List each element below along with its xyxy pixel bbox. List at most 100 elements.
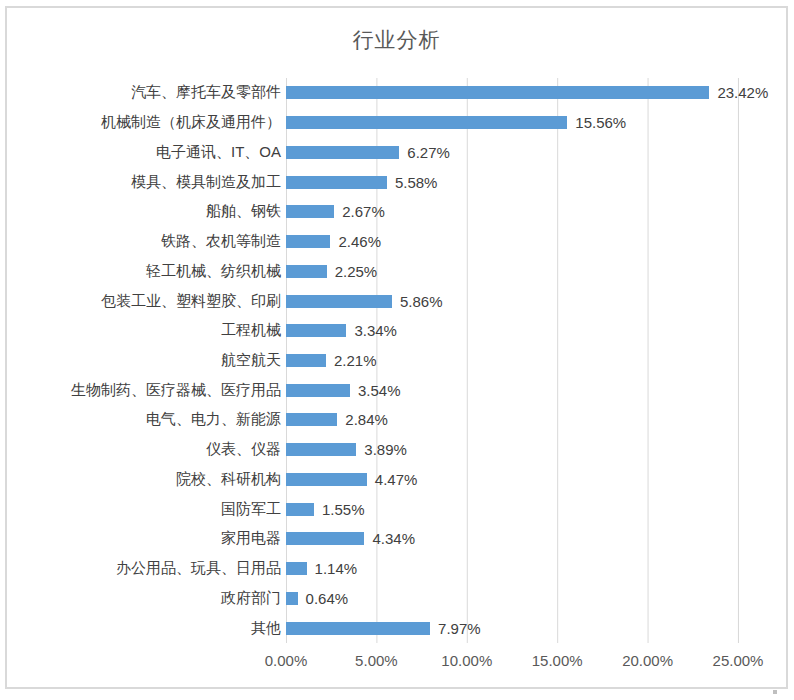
category-row: 其他 xyxy=(7,613,281,643)
category-label: 院校、科研机构 xyxy=(176,470,281,489)
category-label: 电气、电力、新能源 xyxy=(146,410,281,429)
bar-row: 2.84% xyxy=(286,405,738,435)
category-label: 家用电器 xyxy=(221,529,281,548)
bar-row: 5.86% xyxy=(286,286,738,316)
category-label: 铁路、农机等制造 xyxy=(161,232,281,251)
bar xyxy=(286,532,364,545)
bar-row: 1.14% xyxy=(286,554,738,584)
category-row: 工程机械 xyxy=(7,316,281,346)
bar-row: 15.56% xyxy=(286,108,738,138)
bar xyxy=(286,354,326,367)
x-axis-tick-label: 15.00% xyxy=(532,652,583,669)
chart-title: 行业分析 xyxy=(7,26,786,54)
bar xyxy=(286,146,399,159)
category-label: 其他 xyxy=(251,619,281,638)
category-row: 船舶、钢铁 xyxy=(7,197,281,227)
chart-area: 行业分析 汽车、摩托车及零部件机械制造（机床及通用件） 电子通讯、IT、OA 模具、… xyxy=(5,6,788,689)
bar-row: 2.67% xyxy=(286,197,738,227)
category-label: 生物制药、医疗器械、医疗用品 xyxy=(71,381,281,400)
category-label: 电子通讯、IT、OA xyxy=(156,143,281,162)
category-row: 汽车、摩托车及零部件 xyxy=(7,78,281,108)
category-row: 电子通讯、IT、OA xyxy=(7,137,281,167)
value-label: 0.64% xyxy=(306,590,349,607)
x-axis-tick-label: 5.00% xyxy=(355,652,398,669)
bar-row: 5.58% xyxy=(286,167,738,197)
bar-row: 3.89% xyxy=(286,435,738,465)
x-axis-tick-label: 20.00% xyxy=(622,652,673,669)
bar-row: 4.34% xyxy=(286,524,738,554)
bar xyxy=(286,116,567,129)
value-label: 2.25% xyxy=(335,263,378,280)
value-label: 3.89% xyxy=(364,441,407,458)
bar-row: 1.55% xyxy=(286,494,738,524)
category-row: 仪表、仪器 xyxy=(7,435,281,465)
bar-row: 3.54% xyxy=(286,375,738,405)
value-label: 5.58% xyxy=(395,174,438,191)
value-label: 2.67% xyxy=(342,203,385,220)
bar-row: 3.34% xyxy=(286,316,738,346)
category-row: 航空航天 xyxy=(7,346,281,376)
category-label: 机械制造（机床及通用件） xyxy=(101,113,281,132)
value-label: 4.47% xyxy=(375,471,418,488)
bar xyxy=(286,86,709,99)
category-label: 国防军工 xyxy=(221,500,281,519)
bar xyxy=(286,622,430,635)
category-label: 工程机械 xyxy=(221,321,281,340)
value-label: 3.34% xyxy=(354,322,397,339)
value-label: 4.34% xyxy=(372,530,415,547)
category-row: 院校、科研机构 xyxy=(7,465,281,495)
bar xyxy=(286,295,392,308)
category-label: 政府部门 xyxy=(221,589,281,608)
category-row: 办公用品、玩具、日用品 xyxy=(7,554,281,584)
category-row: 生物制药、医疗器械、医疗用品 xyxy=(7,375,281,405)
category-row: 政府部门 xyxy=(7,583,281,613)
category-row: 铁路、农机等制造 xyxy=(7,227,281,257)
value-label: 15.56% xyxy=(575,114,626,131)
value-label: 1.14% xyxy=(315,560,358,577)
category-row: 电气、电力、新能源 xyxy=(7,405,281,435)
category-axis: 汽车、摩托车及零部件机械制造（机床及通用件） 电子通讯、IT、OA 模具、模具制造及… xyxy=(7,78,281,643)
bar-row: 2.21% xyxy=(286,346,738,376)
bar-row: 6.27% xyxy=(286,137,738,167)
value-axis: 0.00%5.00%10.00%15.00%20.00%25.00% xyxy=(286,652,738,674)
x-axis-tick-label: 25.00% xyxy=(713,652,764,669)
bar xyxy=(286,443,356,456)
value-label: 3.54% xyxy=(358,382,401,399)
category-label: 轻工机械、纺织机械 xyxy=(146,262,281,281)
bar xyxy=(286,324,346,337)
bar xyxy=(286,265,327,278)
bar xyxy=(286,205,334,218)
bar xyxy=(286,473,367,486)
bar xyxy=(286,176,387,189)
value-label: 5.86% xyxy=(400,293,443,310)
category-label: 船舶、钢铁 xyxy=(206,202,281,221)
bar-row: 23.42% xyxy=(286,78,738,108)
category-label: 仪表、仪器 xyxy=(206,440,281,459)
value-label: 1.55% xyxy=(322,501,365,518)
bar-row: 2.46% xyxy=(286,227,738,257)
bar xyxy=(286,562,307,575)
bar xyxy=(286,235,330,248)
value-label: 2.21% xyxy=(334,352,377,369)
value-label: 2.84% xyxy=(345,411,388,428)
category-label: 航空航天 xyxy=(221,351,281,370)
bar xyxy=(286,592,298,605)
corner-mark xyxy=(773,690,777,694)
bar-row: 7.97% xyxy=(286,613,738,643)
value-label: 2.46% xyxy=(338,233,381,250)
category-row: 国防军工 xyxy=(7,494,281,524)
plot-area: 23.42% 15.56% 6.27% 5.58% 2.67% 2.46% 2.25% 5.8… xyxy=(286,78,739,643)
category-row: 家用电器 xyxy=(7,524,281,554)
category-row: 模具、模具制造及加工 xyxy=(7,167,281,197)
value-label: 7.97% xyxy=(438,620,481,637)
value-label: 6.27% xyxy=(407,144,450,161)
x-axis-tick-label: 10.00% xyxy=(441,652,492,669)
bar xyxy=(286,384,350,397)
category-label: 包装工业、塑料塑胶、印刷 xyxy=(101,292,281,311)
value-label: 23.42% xyxy=(717,84,768,101)
x-axis-tick-label: 0.00% xyxy=(265,652,308,669)
bar-row: 2.25% xyxy=(286,256,738,286)
bar xyxy=(286,413,337,426)
category-label: 汽车、摩托车及零部件 xyxy=(131,83,281,102)
category-row: 包装工业、塑料塑胶、印刷 xyxy=(7,286,281,316)
